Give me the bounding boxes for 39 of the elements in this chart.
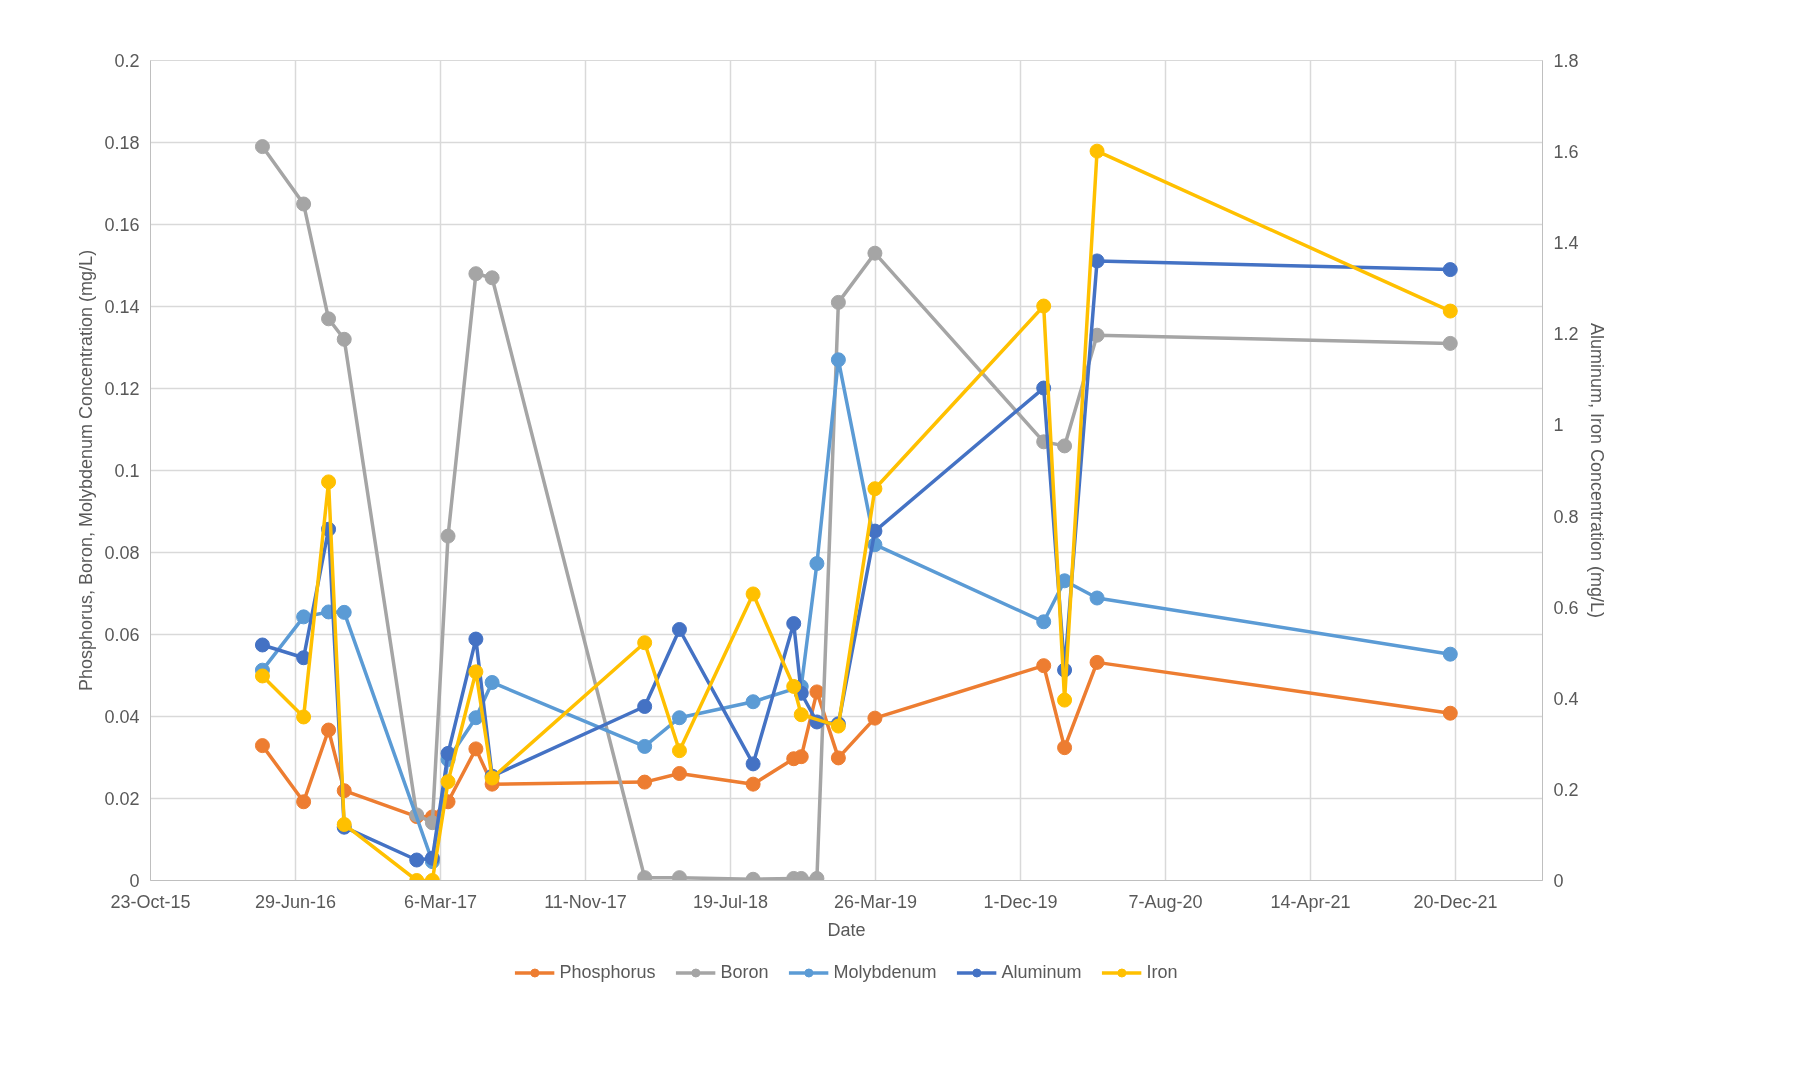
y-tick-label: 0.14 (104, 297, 140, 317)
x-tick-label: 20-Dec-21 (1413, 891, 1498, 912)
y-tick-label: 0.08 (104, 543, 140, 563)
x-tick-label: 29-Jun-16 (254, 891, 337, 912)
legend-label: Aluminum (1001, 961, 1082, 983)
y2-tick-label: 0.6 (1553, 597, 1579, 618)
y2-tick-label: 1.2 (1553, 324, 1579, 345)
y-tick-label: 0.2 (114, 51, 140, 71)
y-tick-label: 0 (129, 871, 140, 891)
x-tick-label: 7-Aug-20 (1128, 891, 1203, 912)
y2-axis-title: Aluminum, Iron Concentration (mg/L) (1586, 322, 1607, 619)
y-tick-label: 0.12 (104, 379, 140, 399)
y2-tick-label: 0.4 (1553, 688, 1579, 709)
legend-label: Iron (1146, 961, 1178, 983)
x-tick-label: 14-Apr-21 (1270, 891, 1351, 912)
y2-tick-label: 1.8 (1553, 51, 1579, 71)
y2-tick-label: 0.2 (1553, 779, 1579, 800)
y2-tick-label: 1 (1553, 415, 1564, 436)
y-tick-label: 0.18 (104, 133, 140, 153)
legend-label: Boron (720, 961, 769, 983)
y2-tick-label: 1.6 (1553, 142, 1579, 163)
x-axis-title: Date (827, 919, 866, 940)
y-tick-label: 0.16 (104, 215, 140, 235)
y-tick-label: 0.1 (114, 461, 140, 481)
legend-label: Phosphorus (559, 961, 656, 983)
y2-tick-label: 0 (1553, 871, 1564, 891)
y2-tick-label: 1.4 (1553, 233, 1579, 254)
y-tick-label: 0.04 (104, 707, 140, 727)
legend-label: Molybdenum (833, 961, 937, 983)
x-tick-label: 11-Nov-17 (544, 891, 627, 912)
x-tick-label: 19-Jul-18 (692, 891, 769, 912)
y-tick-label: 0.06 (104, 625, 140, 645)
y2-tick-label: 0.8 (1553, 506, 1579, 527)
x-tick-label: 26-Mar-19 (833, 891, 918, 912)
x-tick-label: 23-Oct-15 (110, 891, 191, 912)
x-tick-label: 1-Dec-19 (983, 891, 1058, 912)
y-axis-title: Phosphorus, Boron, Molybdenum Concentration (mg/L) (76, 249, 97, 692)
x-tick-label: 6-Mar-17 (403, 891, 478, 912)
y-tick-label: 0.02 (104, 789, 140, 809)
